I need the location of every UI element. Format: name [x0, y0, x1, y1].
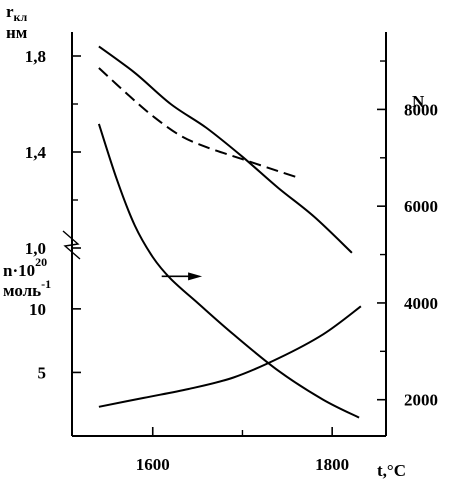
- tick-marks: [72, 55, 386, 436]
- series-line-4: [98, 305, 362, 408]
- right-y-tick-label: 6000: [404, 197, 438, 216]
- right-y-axis-label: N: [412, 92, 425, 111]
- upper-y-tick-label: 1,8: [25, 47, 46, 66]
- lower-y-tick-label: 10: [29, 300, 46, 319]
- data-lines: [97, 45, 362, 419]
- tick-labels: 1600 1800 1,8 1,4 1,0 10 5 8000 6000 4000 2000: [25, 47, 438, 474]
- x-tick-label: 1800: [315, 455, 349, 474]
- lower-y-axis-label: n·1020: [3, 255, 47, 280]
- x-axis-label: t,°C: [377, 461, 406, 480]
- annotation-arrow-head: [188, 272, 203, 281]
- plot-frame: [62, 32, 387, 437]
- right-y-tick-label: 8000: [404, 100, 438, 119]
- lower-y-axis-label-unit: моль-1: [3, 277, 51, 300]
- series-line-1: [98, 45, 353, 254]
- axis-break-mark: [62, 230, 81, 260]
- upper-y-axis-label-unit: нм: [6, 23, 28, 42]
- series-line-3: [97, 123, 360, 419]
- right-y-tick-label: 2000: [404, 391, 438, 410]
- series-line-2: [98, 67, 302, 180]
- right-y-tick-label: 4000: [404, 294, 438, 313]
- upper-y-tick-label: 1,4: [25, 143, 47, 162]
- lower-y-tick-label: 5: [38, 363, 47, 382]
- upper-y-axis-label: rкл: [6, 2, 27, 24]
- upper-y-tick-label: 1,0: [25, 239, 46, 258]
- x-tick-label: 1600: [136, 455, 170, 474]
